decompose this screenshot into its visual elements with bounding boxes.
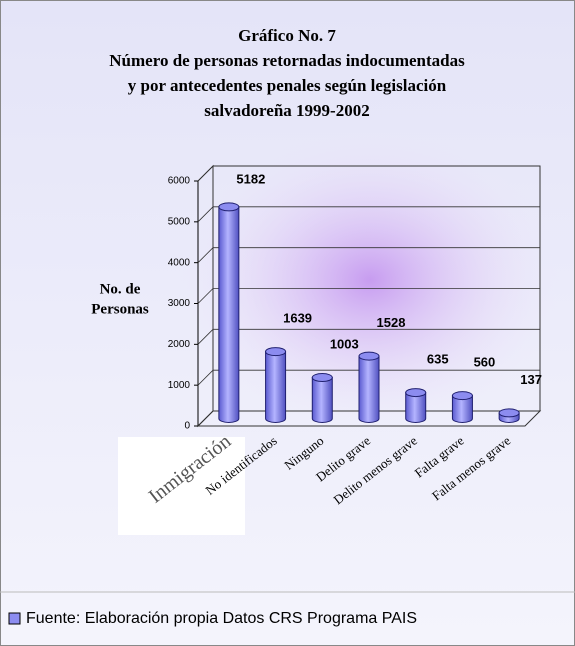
bar-top: [451, 391, 473, 401]
grid-line: [197, 247, 540, 263]
y-tick-label: 6000: [168, 176, 191, 187]
bar-top: [358, 351, 380, 361]
bar: [265, 347, 287, 423]
bar-body: [265, 351, 287, 423]
grid-line: [197, 410, 540, 427]
value-label: 1639: [283, 311, 312, 326]
bar: [218, 202, 240, 423]
chart-title: salvadoreña 1999-2002: [204, 101, 369, 120]
y-tick-label: 5000: [168, 216, 191, 227]
legend-label: Fuente: Elaboración propia Datos CRS Pro…: [26, 610, 417, 627]
chart-title: Gráfico No. 7: [238, 26, 336, 45]
bar-body: [311, 377, 333, 423]
grid-line: [197, 165, 540, 182]
value-label: 137: [520, 372, 542, 387]
y-label: No. de: [100, 281, 141, 297]
bar: [311, 373, 333, 423]
bar-top: [498, 408, 520, 418]
value-label: 1528: [377, 315, 406, 330]
value-label: 635: [427, 352, 449, 367]
label-patch: [118, 437, 245, 535]
value-label: 5182: [236, 171, 265, 186]
bar: [405, 388, 427, 423]
bar: [358, 351, 380, 423]
bar-top: [405, 388, 427, 398]
bar-top: [265, 347, 287, 357]
grid-line: [197, 328, 540, 345]
bar-body: [405, 392, 427, 423]
chart-title: Número de personas retornadas indocument…: [109, 51, 465, 70]
y-tick-label: 1000: [168, 380, 191, 391]
grid-line: [197, 288, 540, 304]
y-label: Personas: [91, 301, 149, 317]
bar-body: [358, 355, 380, 423]
bar: [451, 391, 473, 423]
value-label: 1003: [330, 336, 359, 351]
y-tick-label: 4000: [168, 257, 191, 268]
bar: [498, 408, 520, 423]
bar-body: [218, 206, 240, 423]
grid-line: [197, 369, 540, 386]
y-tick-label: 3000: [168, 298, 191, 309]
grid-line: [197, 206, 540, 223]
legend-swatch: [8, 612, 21, 625]
value-label: 560: [474, 355, 496, 370]
bar-top: [311, 373, 333, 383]
bar-body: [451, 395, 473, 423]
bar-top: [218, 202, 240, 212]
y-tick-label: 0: [184, 421, 190, 432]
y-tick-label: 2000: [168, 339, 191, 350]
chart-title: y por antecedentes penales según legisla…: [128, 76, 447, 95]
